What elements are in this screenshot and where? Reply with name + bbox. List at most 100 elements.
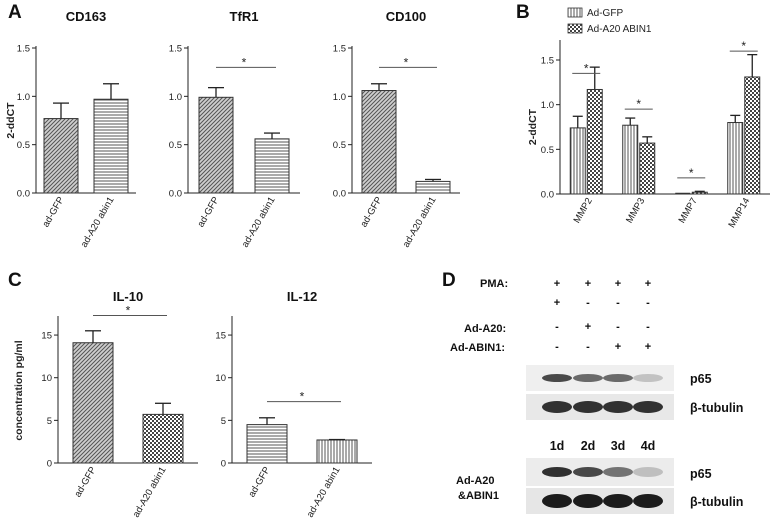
category-label-ad-gfp: ad-GFP <box>40 195 66 229</box>
condition-mark: + <box>645 341 651 353</box>
bands-p65-top <box>542 374 663 382</box>
y-tick-label: 0.0 <box>541 190 554 201</box>
condition-mark: - <box>586 341 590 353</box>
condition-label-ad-a20: Ad-A20: <box>464 323 506 335</box>
condition-marks: + + + + + - - - - + - - - - + + <box>554 278 651 353</box>
legend-swatch-ad-gfp <box>567 7 583 18</box>
day-label-1d: 1d <box>550 439 565 453</box>
condition-mark: + <box>554 278 560 290</box>
significance-star: * <box>636 97 641 111</box>
significance-star: * <box>584 61 589 75</box>
y-axis-label: 2-ddCT <box>527 108 539 145</box>
blot-label-tubulin-top: β-tubulin <box>690 401 743 415</box>
category-label-ad-gfp: ad-GFP <box>358 195 384 229</box>
band-lane-4 <box>633 374 663 382</box>
category-label-ad-a20-abin1: ad-A20 abin1 <box>240 195 278 249</box>
day-label-3d: 3d <box>611 439 626 453</box>
band-lane-1 <box>542 494 572 508</box>
chart-tfr1: TfR1 0.0 0.5 1.0 1.5 ad-GFP ad-A20 abin1 * <box>169 9 300 249</box>
panel-letter-a: A <box>8 2 22 23</box>
western-blot-panel: PMA: Ad-A20: Ad-ABIN1: + + + + + - - - - + - - - - + + … <box>450 278 743 514</box>
chart-cd163: CD163 2-ddCT 0.0 0.5 1.0 1.5 ad-GFP ad-A20 abin… <box>5 9 136 249</box>
y-tick-label: 15 <box>41 331 52 342</box>
category-label-ad-gfp: ad-GFP <box>195 195 221 229</box>
band-lane-3 <box>603 401 633 413</box>
y-tick-label: 15 <box>215 331 226 342</box>
legend-label-ad-gfp: Ad-GFP <box>587 8 623 19</box>
y-tick-label: 10 <box>215 373 226 384</box>
y-axis-label: concentration pg/ml <box>13 340 25 440</box>
band-lane-4 <box>633 494 663 508</box>
band-lane-3 <box>603 494 633 508</box>
bar-ad-gfp <box>198 96 234 194</box>
day-labels: 1d 2d 3d 4d <box>550 439 656 453</box>
bar-ad-a20-abin1 <box>254 138 290 194</box>
legend: Ad-GFP Ad-A20 ABIN1 <box>567 7 652 35</box>
condition-mark: + <box>585 278 591 290</box>
bar-ad-a20-abin1 <box>142 413 184 464</box>
y-tick-label: 0.5 <box>169 140 182 151</box>
y-tick-label: 10 <box>41 373 52 384</box>
condition-mark: + <box>615 278 621 290</box>
category-label-ad-gfp: ad-GFP <box>246 465 272 499</box>
blot-label-tubulin-bottom: β-tubulin <box>690 495 743 509</box>
bar-ad-gfp <box>72 342 114 464</box>
panel-letter-c: C <box>8 270 22 291</box>
bar-ad-a20-abin1 <box>316 439 358 464</box>
condition-mark: - <box>616 297 620 309</box>
chart-title: IL-12 <box>287 289 317 304</box>
condition-mark: - <box>555 321 559 333</box>
bar-ad-gfp <box>43 118 79 194</box>
y-tick-label: 1.5 <box>333 44 346 55</box>
condition-label-ad-abin1: Ad-ABIN1: <box>450 342 505 354</box>
y-tick-label: 1.5 <box>541 56 554 67</box>
bar-mmp3-ad-gfp <box>622 124 639 195</box>
category-label-ad-gfp: ad-GFP <box>72 465 98 499</box>
condition-label-pma: PMA: <box>480 278 508 290</box>
group-label-line1: Ad-A20 <box>456 475 495 487</box>
bar-ad-a20-abin1 <box>93 98 129 194</box>
blot-label-p65-bottom: p65 <box>690 467 712 481</box>
band-lane-2 <box>573 374 603 382</box>
bar-mmp2-ad-gfp <box>569 127 586 195</box>
panel-letter-b: B <box>516 2 530 23</box>
band-lane-1 <box>542 467 572 477</box>
band-lane-4 <box>633 401 663 413</box>
y-tick-label: 5 <box>47 416 52 427</box>
bar-ad-gfp <box>246 424 288 464</box>
y-tick-label: 1.0 <box>541 100 554 111</box>
y-tick-label: 1.0 <box>17 92 30 103</box>
category-label-ad-a20-abin1: ad-A20 abin1 <box>305 465 343 519</box>
legend-label-ad-a20-abin1: Ad-A20 ABIN1 <box>587 24 652 35</box>
chart-title: CD100 <box>386 9 426 24</box>
condition-mark: + <box>645 278 651 290</box>
bands-tubulin-top <box>542 401 663 413</box>
significance-star: * <box>300 390 305 404</box>
category-label-ad-a20-abin1: ad-A20 abin1 <box>401 195 439 249</box>
chart-title: CD163 <box>66 9 106 24</box>
chart-il12: IL-12 0 5 10 15 ad-GFP ad-A20 abin1 * <box>215 289 372 519</box>
chart-il10: IL-10 concentration pg/ml 0 5 10 15 ad-GFP ad-A… <box>13 289 198 519</box>
category-label-ad-a20-abin1: ad-A20 abin1 <box>131 465 169 519</box>
y-tick-label: 1.0 <box>169 92 182 103</box>
category-label-mmp2: MMP2 <box>572 196 595 225</box>
bar-mmp14-ad-gfp <box>727 122 744 195</box>
band-lane-4 <box>633 467 663 477</box>
bar-ad-a20-abin1 <box>415 180 451 194</box>
y-tick-label: 1.5 <box>17 44 30 55</box>
panel-letter-d: D <box>442 270 456 291</box>
category-label-mmp3: MMP3 <box>624 196 647 225</box>
condition-mark: - <box>646 297 650 309</box>
category-label-ad-a20-abin1: ad-A20 abin1 <box>79 195 117 249</box>
y-tick-label: 1.5 <box>169 44 182 55</box>
band-lane-1 <box>542 374 572 382</box>
category-label-mmp7: MMP7 <box>677 196 700 225</box>
y-tick-label: 0.0 <box>169 189 182 200</box>
condition-mark: - <box>646 321 650 333</box>
blot-label-p65-top: p65 <box>690 372 712 386</box>
y-tick-label: 0.5 <box>333 140 346 151</box>
y-tick-label: 0.5 <box>541 145 554 156</box>
y-tick-label: 5 <box>221 416 226 427</box>
y-axis-label: 2-ddCT <box>5 102 17 139</box>
band-lane-1 <box>542 401 572 413</box>
